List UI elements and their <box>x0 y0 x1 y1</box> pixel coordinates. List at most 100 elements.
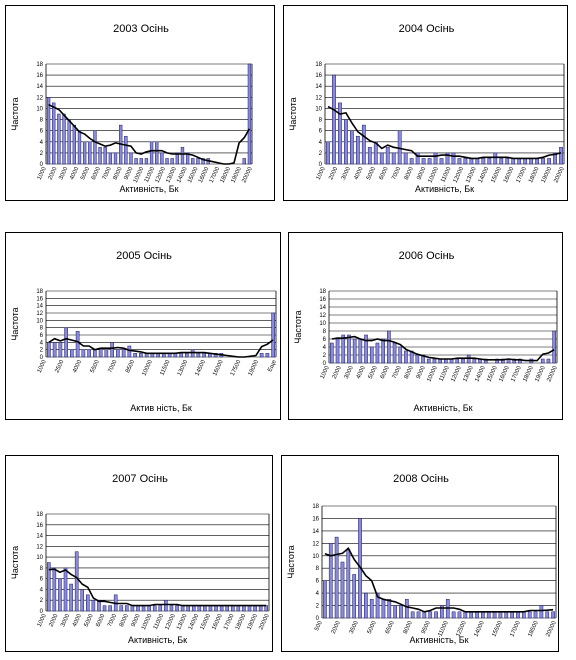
bar <box>110 342 114 358</box>
x-tick-label: 7000 <box>107 613 118 628</box>
x-tick-label: 8000 <box>404 166 415 181</box>
bar <box>264 605 268 612</box>
bar <box>127 345 132 358</box>
bar <box>219 605 224 612</box>
x-tick-label: 5000 <box>80 166 91 181</box>
chart-title: 2005 Осінь <box>116 250 172 262</box>
bar <box>527 611 532 619</box>
bar <box>379 152 384 165</box>
y-tick-label: 0 <box>40 609 44 615</box>
bar <box>170 158 174 165</box>
x-tick-label: 7000 <box>392 365 403 380</box>
bar <box>463 611 468 619</box>
bar <box>404 350 408 364</box>
chart-panel-2005: 2005 Осінь 0 2 4 6 8 10 12 14 16 18 1000 2500 4000 550… <box>5 232 281 420</box>
bar <box>457 158 462 165</box>
bar <box>367 147 372 165</box>
y-axis-label: Частота <box>293 310 303 343</box>
y-tick-label: 4 <box>40 587 44 593</box>
bar <box>236 605 241 612</box>
bar <box>102 605 107 612</box>
bar <box>247 605 252 612</box>
x-tick-label: 6000 <box>91 166 102 181</box>
x-tick-label: 500 <box>314 620 324 632</box>
x-tick-label: 4000 <box>69 166 80 181</box>
y-tick-label: 14 <box>36 84 43 90</box>
x-tick-label: 17000 <box>510 365 523 383</box>
x-tick-label: 9500 <box>421 620 432 635</box>
bar <box>230 605 235 612</box>
bar <box>355 135 360 165</box>
bar <box>47 342 51 358</box>
x-tick-label: 20000 <box>553 166 566 184</box>
x-tick-label: 2000 <box>332 365 343 380</box>
y-tick-label: 4 <box>40 140 44 146</box>
bar <box>69 583 73 612</box>
x-tick-label: 1000 <box>37 613 48 628</box>
bar <box>535 158 540 165</box>
bar <box>493 152 498 165</box>
y-tick-label: 18 <box>312 504 319 510</box>
y-tick-label: 2 <box>40 598 44 604</box>
x-tick-label: 8000 <box>404 365 415 380</box>
x-tick-label: 4000 <box>356 365 367 380</box>
x-tick-label: 3000 <box>344 365 355 380</box>
chart-svg: 2006 Осінь 0 2 4 6 8 10 12 14 16 18 1000 2000 3000 400… <box>293 250 559 413</box>
x-tick-label: 12000 <box>450 365 463 383</box>
x-tick-label: 8000 <box>113 166 124 181</box>
bar <box>52 567 57 612</box>
y-tick-label: 8 <box>40 566 44 572</box>
bar <box>208 605 213 612</box>
y-tick-label: 14 <box>315 84 322 90</box>
bar <box>352 338 357 364</box>
y-tick-label: 12 <box>36 544 43 550</box>
y-axis-label: Частота <box>10 546 20 579</box>
bar <box>375 592 380 619</box>
x-tick-label: 3000 <box>60 613 71 628</box>
bar <box>391 152 396 165</box>
bar <box>553 152 557 165</box>
bar <box>58 342 63 358</box>
bar <box>347 334 351 364</box>
bar <box>409 158 414 165</box>
bar <box>74 551 79 612</box>
y-tick-label: 18 <box>319 289 326 295</box>
bar <box>175 152 179 165</box>
bar <box>475 158 480 165</box>
y-tick-label: 18 <box>36 62 43 68</box>
x-axis-label: Активність, Бк <box>128 635 187 645</box>
bar <box>373 141 378 165</box>
trend-line <box>48 337 274 358</box>
bar <box>197 605 202 612</box>
chart-title: 2004 Осінь <box>399 23 455 35</box>
bar <box>463 158 468 165</box>
y-axis-label: Частота <box>10 97 20 130</box>
bar <box>415 152 420 165</box>
y-tick-label: 0 <box>319 162 323 168</box>
bar <box>364 334 368 364</box>
x-tick-label: 14000 <box>473 620 486 638</box>
bar <box>258 605 263 612</box>
x-axis-label: Активність, Бк <box>409 635 468 645</box>
bar <box>381 338 385 364</box>
y-tick-label: 10 <box>36 318 43 324</box>
bar <box>169 605 174 612</box>
bar <box>521 611 526 619</box>
bar <box>82 141 87 165</box>
x-tick-label: 14000 <box>478 166 491 184</box>
x-tick-label: 7000 <box>107 359 118 374</box>
y-tick-label: 6 <box>323 337 327 343</box>
bar <box>75 331 80 358</box>
x-tick-label: 6000 <box>95 613 106 628</box>
bar <box>364 592 368 619</box>
bar <box>559 147 563 165</box>
chart-title: 2007 Осінь <box>112 473 168 485</box>
y-tick-label: 16 <box>36 523 43 529</box>
bar <box>335 338 340 364</box>
bar <box>439 158 444 165</box>
x-tick-label: 14000 <box>474 365 487 383</box>
bar <box>175 605 179 612</box>
bar <box>547 158 551 165</box>
y-tick-label: 16 <box>36 73 43 79</box>
